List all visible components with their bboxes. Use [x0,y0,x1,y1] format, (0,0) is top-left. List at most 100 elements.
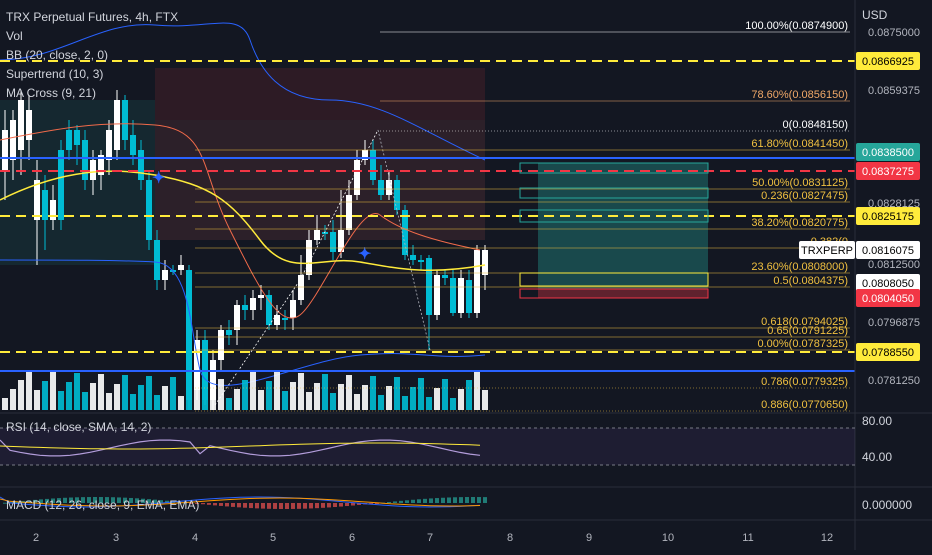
volume-bar [474,371,480,410]
fib-label[interactable]: 0(0.0848150) [783,119,848,131]
macd-bar [129,497,133,503]
macd-bar [423,498,427,503]
candle-body [58,150,64,220]
date-tick: 2 [33,532,39,544]
price-tag[interactable] [856,241,920,259]
volume-bar [330,393,336,410]
fib-label[interactable]: 0.5(0.0804375) [773,275,848,287]
cross-marker: ✦ [152,170,165,187]
price-tag-text: 0.0816075 [862,245,914,257]
time-axis[interactable]: 2 3 4 5 6 7 8 9 10 11 12 [33,532,833,544]
volume-bar [18,380,24,410]
volume-bar [290,382,296,410]
indicator-bb[interactable]: BB (20, close, 2, 0) [6,48,109,62]
candle-body [50,200,56,220]
price-tag-text: 0.0808050 [862,278,914,290]
fib-label[interactable]: 61.80%(0.0841450) [751,138,848,150]
rsi-line [0,439,481,457]
macd-bar [291,503,295,509]
candle-body [250,298,256,310]
macd-label[interactable]: MACD (12, 26, close, 9, EMA, EMA) [6,498,200,512]
macd-bar [123,497,127,503]
candlesticks [2,90,488,410]
symbol-tag[interactable] [799,241,855,259]
candle-body [122,100,128,140]
fib-label[interactable]: 23.60%(0.0808000) [751,261,848,273]
price-tag-text: 0.0825175 [862,211,914,223]
price-tick: 0.0812500 [868,259,920,271]
candle-body [386,180,392,195]
volume-bar [378,395,384,410]
volume-bar [434,388,440,410]
volume-bar [426,397,432,410]
volume-bar [258,390,264,410]
horizontal-levels[interactable] [0,31,855,412]
fib-label[interactable]: 100.00%(0.0874900) [745,20,848,32]
macd-bar [153,499,157,503]
macd-bar [93,497,97,503]
price-tags[interactable]: 0.0866925 0.0838500 0.0837275 0.0825175 TRXP… [799,52,920,361]
chart-legend: TRX Perpetual Futures, 4h, FTX Vol BB (2… [6,8,178,103]
volume-bar [298,373,304,410]
candle-body [354,160,360,195]
candle-body [274,315,280,325]
fib-label[interactable]: 0.236(0.0827475) [761,190,848,202]
volume-bar [450,398,456,410]
macd-bar [393,501,397,503]
volume-bar [202,397,208,410]
price-tag[interactable] [856,143,920,161]
candle-body [290,300,296,318]
volume-bar [50,372,56,410]
candle-body [458,278,464,313]
macd-bar [147,499,151,503]
candle-body [162,270,168,280]
price-tag[interactable] [856,343,920,361]
macd-bar [87,497,91,503]
volume-bar [82,392,88,410]
price-tag[interactable] [856,289,920,307]
date-tick: 6 [349,532,355,544]
price-pane[interactable] [0,0,855,413]
fib-label[interactable]: 38.20%(0.0820775) [751,217,848,229]
volume-bar [106,393,112,410]
long-position-stop[interactable] [538,289,708,298]
symbol-title[interactable]: TRX Perpetual Futures, 4h, FTX [6,10,179,24]
volume-bar [146,376,152,410]
fib-label[interactable]: 0.786(0.0779325) [761,376,848,388]
macd-bar [441,497,445,503]
macd-bar [417,499,421,503]
candle-body [418,260,424,262]
fib-label[interactable]: 0.00%(0.0787325) [757,338,848,350]
fib-label[interactable]: 78.60%(0.0856150) [751,89,848,101]
rsi-label[interactable]: RSI (14, close, SMA, 14, 2) [6,420,152,434]
price-tag[interactable] [856,207,920,225]
macd-bar [105,497,109,503]
candle-body [106,130,112,160]
bb-upper [0,22,486,161]
volume-bar [242,380,248,410]
fib-label[interactable]: 0.618(0.0794025) [761,316,848,328]
fib-label[interactable]: 0.886(0.0770650) [761,399,848,411]
volume-bar [442,379,448,410]
indicator-vol[interactable]: Vol [6,29,23,43]
fib-label[interactable]: 0.65(0.0791225) [767,325,848,337]
price-tag[interactable] [856,52,920,70]
volume-bar [178,396,184,410]
fib-box [519,272,709,287]
price-tag[interactable] [856,162,920,180]
indicator-ma-cross[interactable]: MA Cross (9, 21) [6,86,97,100]
macd-histogram [3,497,487,509]
candle-body [378,180,384,195]
indicator-supertrend[interactable]: Supertrend (10, 3) [6,67,104,81]
macd-bar [249,503,253,509]
volume-bar [266,381,272,410]
macd-bar [357,503,361,505]
candle-body [82,140,88,180]
trend-line[interactable] [377,129,431,351]
macd-tick-0: 0.000000 [862,498,913,512]
price-tag[interactable] [856,274,920,292]
fib-label[interactable]: 50.00%(0.0831125) [752,177,848,189]
long-position-zone[interactable] [538,163,708,289]
